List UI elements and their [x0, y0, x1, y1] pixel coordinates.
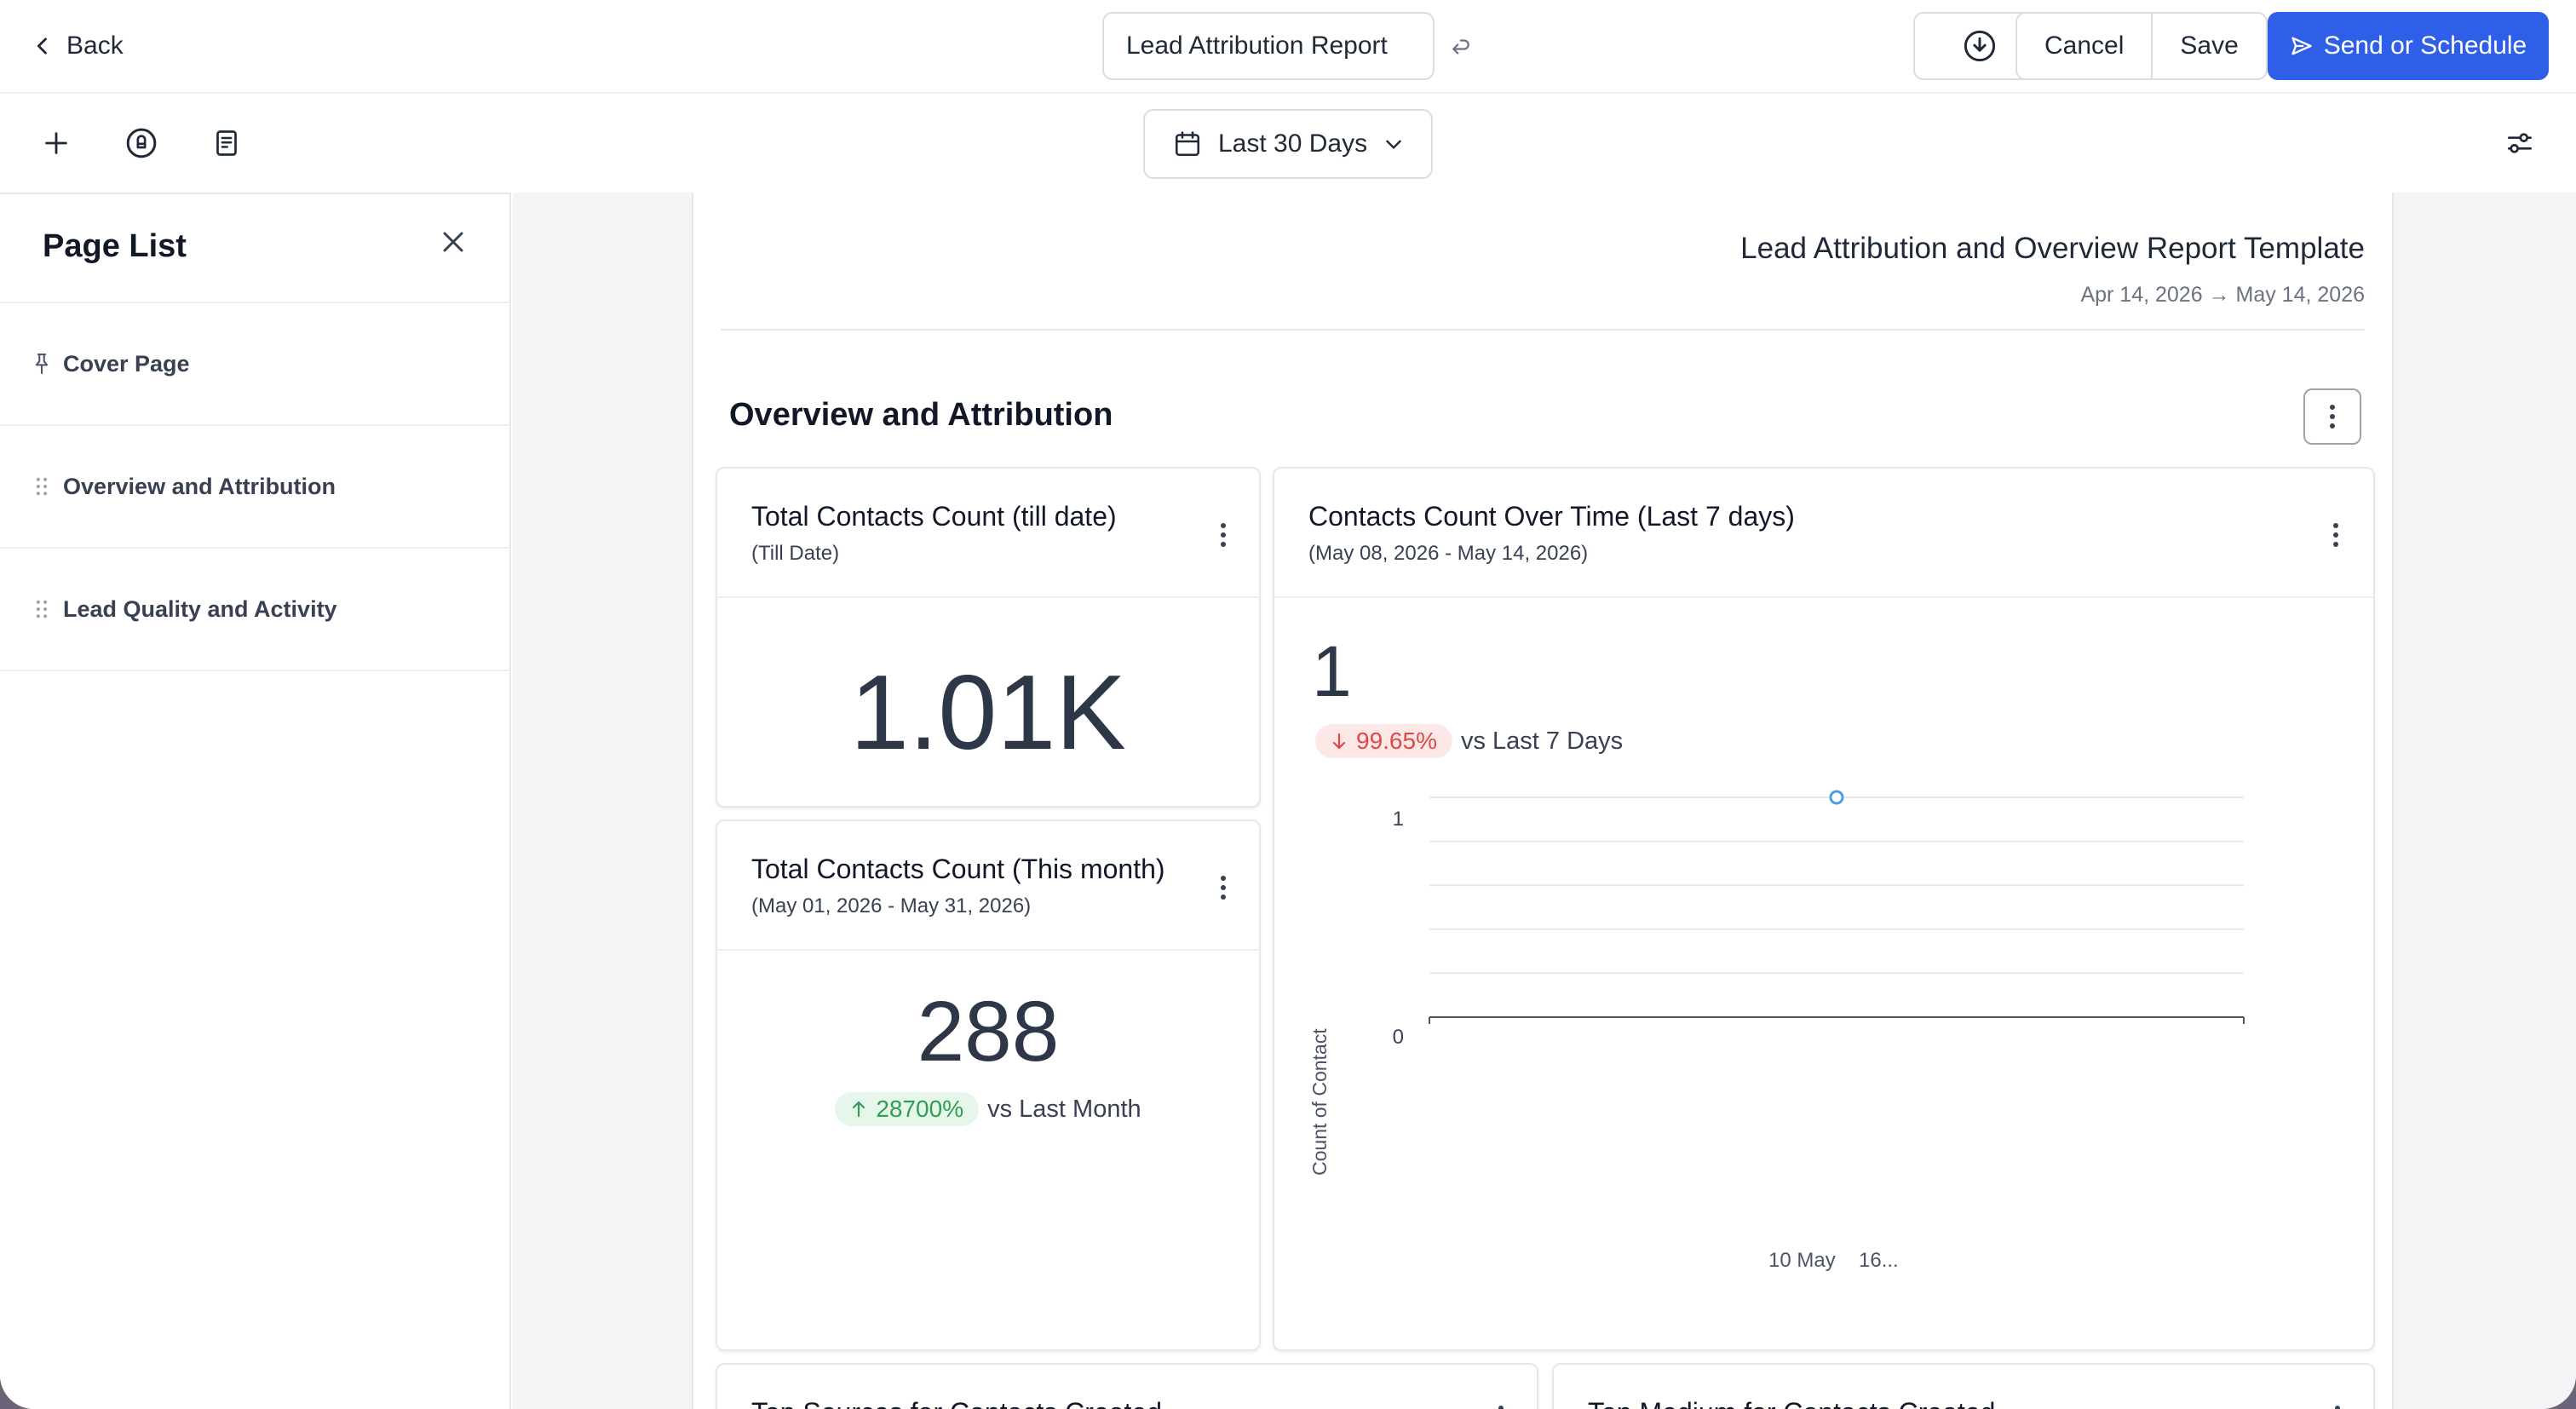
cancel-button[interactable]: Cancel: [2044, 32, 2125, 60]
change-value: 28700%: [876, 1096, 964, 1122]
top-medium-card: Top Medium for Contacts Created: [1552, 1363, 2375, 1409]
section-menu-button[interactable]: [2303, 388, 2361, 445]
chevron-left-icon: [37, 37, 47, 55]
report-date-range: Apr 14, 2026 → May 14, 2026: [2080, 283, 2365, 307]
undo-icon[interactable]: [1448, 34, 1474, 60]
card-menu-kebab-icon[interactable]: [2329, 518, 2343, 552]
arrow-down-icon: [1332, 733, 1346, 750]
metric-value: 1: [1312, 631, 1352, 711]
card-subtitle: (May 01, 2026 - May 31, 2026): [751, 894, 1032, 917]
month-contacts-card: Total Contacts Count (This month) (May 0…: [716, 820, 1261, 1351]
send-or-schedule-button[interactable]: Send or Schedule: [2268, 12, 2549, 80]
report-name-input[interactable]: Lead Attribution Report: [1102, 12, 1435, 80]
report-toolbar: Last 30 Days: [0, 95, 2576, 193]
contacts-over-time-card: Contacts Count Over Time (Last 7 days) (…: [1273, 467, 2375, 1351]
card-title: Total Contacts Count (till date): [751, 501, 1117, 532]
drag-handle-icon[interactable]: [32, 474, 51, 498]
change-badge: 28700%: [835, 1092, 980, 1126]
send-label: Send or Schedule: [2323, 32, 2527, 60]
send-icon: [2291, 37, 2312, 55]
card-title: Top Medium for Contacts Created: [1588, 1397, 1995, 1409]
card-menu-kebab-icon[interactable]: [2331, 1400, 2344, 1409]
date-range-picker[interactable]: Last 30 Days: [1143, 109, 1433, 179]
change-value: 99.65%: [1356, 728, 1437, 754]
y-tick-label: 1: [1392, 808, 1404, 831]
chart-plot-area: [1429, 790, 2245, 1024]
card-menu-kebab-icon[interactable]: [1216, 871, 1230, 905]
card-menu-kebab-icon[interactable]: [1494, 1400, 1508, 1409]
document-icon: [216, 130, 237, 156]
arrow-up-icon: [853, 1101, 865, 1118]
document-button[interactable]: [210, 126, 244, 160]
comparison-label: vs Last Month: [987, 1095, 1141, 1123]
card-header: Total Contacts Count (till date) (Till D…: [717, 469, 1259, 598]
sidebar-item-lead-quality-and-activity[interactable]: Lead Quality and Activity: [0, 549, 509, 671]
sidebar-item-label: Lead Quality and Activity: [63, 595, 337, 622]
cancel-save-group: Cancel Save: [2015, 12, 2268, 80]
sidebar-title: Page List: [43, 228, 187, 264]
download-icon: [1964, 30, 1996, 62]
x-tick-label: 10 May: [1768, 1249, 1836, 1272]
card-title: Contacts Count Over Time (Last 7 days): [1308, 501, 1795, 532]
sidebar-header: Page List: [0, 194, 509, 303]
chevron-down-icon: [1386, 140, 1401, 149]
y-tick-label: 0: [1392, 1026, 1404, 1049]
top-sources-card: Top Sources for Contacts Created: [716, 1363, 1538, 1409]
metric-value: 1.01K: [849, 654, 1127, 772]
back-label: Back: [66, 32, 124, 60]
save-button[interactable]: Save: [2151, 14, 2265, 78]
plus-icon: [45, 132, 67, 154]
drag-handle-icon[interactable]: [32, 597, 51, 621]
card-title: Total Contacts Count (This month): [751, 854, 1165, 884]
line-chart: Count of Contact 1 0 10 May 16...: [1274, 469, 2377, 1353]
page-list-sidebar: Page List Cover Page Overview and Attrib…: [0, 193, 511, 1409]
card-header: Contacts Count Over Time (Last 7 days) (…: [1274, 469, 2373, 598]
pin-icon: [35, 353, 49, 375]
card-subtitle: (Till Date): [751, 542, 840, 565]
sidebar-item-label: Cover Page: [63, 350, 190, 377]
comparison-label: vs Last 7 Days: [1460, 727, 1624, 755]
sidebar-item-overview-and-attribution[interactable]: Overview and Attribution: [0, 426, 509, 549]
filter-settings-button[interactable]: [2503, 126, 2537, 160]
metric-value: 288: [917, 984, 1060, 1079]
data-point: [1829, 790, 1844, 805]
report-name-text: Lead Attribution Report: [1126, 32, 1388, 60]
top-bar: Back Lead Attribution Report Cancel Save…: [0, 0, 2576, 94]
report-title: Lead Attribution and Overview Report Tem…: [1740, 232, 2365, 265]
badge-button[interactable]: [124, 126, 158, 160]
sidebar-item-label: Overview and Attribution: [63, 473, 336, 499]
total-contacts-card: Total Contacts Count (till date) (Till D…: [716, 467, 1261, 808]
card-menu-kebab-icon[interactable]: [1216, 518, 1230, 552]
date-range-label: Last 30 Days: [1218, 129, 1368, 158]
close-icon[interactable]: [436, 225, 470, 259]
x-tick-label: 16...: [1859, 1249, 1899, 1272]
change-badge: 99.65%: [1315, 724, 1452, 758]
calendar-icon: [1175, 131, 1200, 157]
badge-icon: [126, 128, 157, 158]
add-button[interactable]: [39, 126, 73, 160]
change-row: 28700% vs Last Month: [717, 1092, 1259, 1126]
change-row: 99.65% vs Last 7 Days: [1315, 724, 1623, 758]
report-divider: [721, 329, 2365, 331]
back-button[interactable]: Back: [31, 26, 124, 66]
section-title: Overview and Attribution: [729, 397, 1113, 433]
report-page: Lead Attribution and Overview Report Tem…: [692, 193, 2394, 1409]
card-subtitle: (May 08, 2026 - May 14, 2026): [1308, 542, 1589, 565]
card-header: Total Contacts Count (This month) (May 0…: [717, 821, 1259, 951]
filter-settings-icon: [2507, 133, 2533, 153]
sidebar-item-cover-page[interactable]: Cover Page: [0, 303, 509, 426]
card-title: Top Sources for Contacts Created: [751, 1397, 1162, 1409]
kebab-icon: [2326, 400, 2339, 434]
